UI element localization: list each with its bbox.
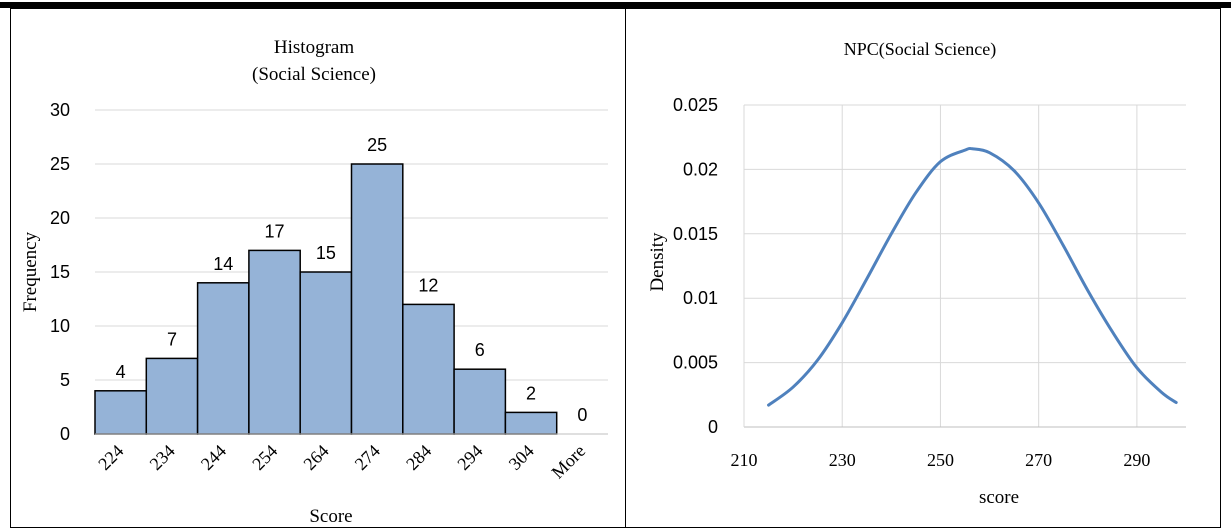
histogram-xtick-label: 294 <box>453 441 486 474</box>
histogram-xlabel: Score <box>309 506 352 527</box>
density-xtick-label: 250 <box>927 450 954 470</box>
histogram-bar <box>453 368 507 435</box>
histogram-bar <box>350 163 404 435</box>
density-ytick-label: 0.005 <box>673 353 718 373</box>
histogram-xtick-label: 254 <box>248 441 281 474</box>
histogram-data-label: 17 <box>265 221 285 241</box>
histogram-ytick-label: 15 <box>50 262 70 282</box>
histogram-ytick-label: 20 <box>50 208 70 228</box>
density-ytick-label: 0.01 <box>683 288 718 308</box>
histogram-bar <box>94 390 148 435</box>
histogram-xtick-label: More <box>547 441 589 483</box>
histogram-ytick-label: 10 <box>50 316 70 336</box>
histogram-xtick-label: 284 <box>402 441 435 474</box>
density-xtick-label: 290 <box>1123 450 1150 470</box>
histogram-title: Histogram <box>274 37 354 58</box>
histogram-data-label: 7 <box>167 329 177 349</box>
histogram-data-label: 0 <box>577 405 587 425</box>
density-ytick-label: 0.015 <box>673 224 718 244</box>
histogram-bar <box>299 271 353 435</box>
histogram-data-label: 12 <box>418 275 438 295</box>
histogram-subtitle: (Social Science) <box>252 64 376 85</box>
histogram-ytick-label: 30 <box>50 100 70 120</box>
histogram-data-label: 4 <box>116 362 126 382</box>
density-title: NPC(Social Science) <box>844 39 996 60</box>
histogram-ytick-label: 0 <box>60 424 70 444</box>
histogram-data-label: 25 <box>367 135 387 155</box>
histogram-xtick-label: 274 <box>351 441 384 474</box>
histogram-ylabel: Frequency <box>20 231 41 312</box>
histogram-xtick-label: 224 <box>94 441 127 474</box>
histogram-data-label: 2 <box>526 383 536 403</box>
histogram-data-label: 15 <box>316 243 336 263</box>
density-ytick-label: 0.02 <box>683 159 718 179</box>
histogram-xtick-label: 234 <box>146 441 179 474</box>
density-ytick-label: 0.025 <box>673 95 718 115</box>
histogram-ytick-label: 5 <box>60 370 70 390</box>
histogram-bar <box>196 282 250 435</box>
histogram-xtick-label: 264 <box>299 441 332 474</box>
density-xtick-label: 210 <box>731 450 758 470</box>
density-xtick-label: 270 <box>1025 450 1052 470</box>
density-xtick-label: 230 <box>829 450 856 470</box>
histogram-bar <box>248 249 301 435</box>
histogram-xtick-label: 244 <box>197 441 230 474</box>
density-xlabel: score <box>979 487 1019 508</box>
histogram-data-label: 6 <box>475 340 485 360</box>
density-ylabel: Density <box>647 232 668 292</box>
histogram-ytick-label: 25 <box>50 154 70 174</box>
histogram-data-label: 14 <box>213 254 233 274</box>
density-curve <box>767 146 1178 407</box>
histogram-plot: 0510152025304224723414244172541526425274… <box>50 100 608 482</box>
top-border <box>0 2 1231 8</box>
histogram-bar <box>402 303 455 435</box>
density-ytick-label: 0 <box>708 417 718 437</box>
histogram-bar <box>145 357 199 435</box>
histogram-bar <box>504 411 558 435</box>
density-plot: 0 0.005 0.01 0.015 0.02 0.025 210 230 250 270 290 <box>673 95 1186 470</box>
histogram-xtick-label: 304 <box>505 441 538 474</box>
